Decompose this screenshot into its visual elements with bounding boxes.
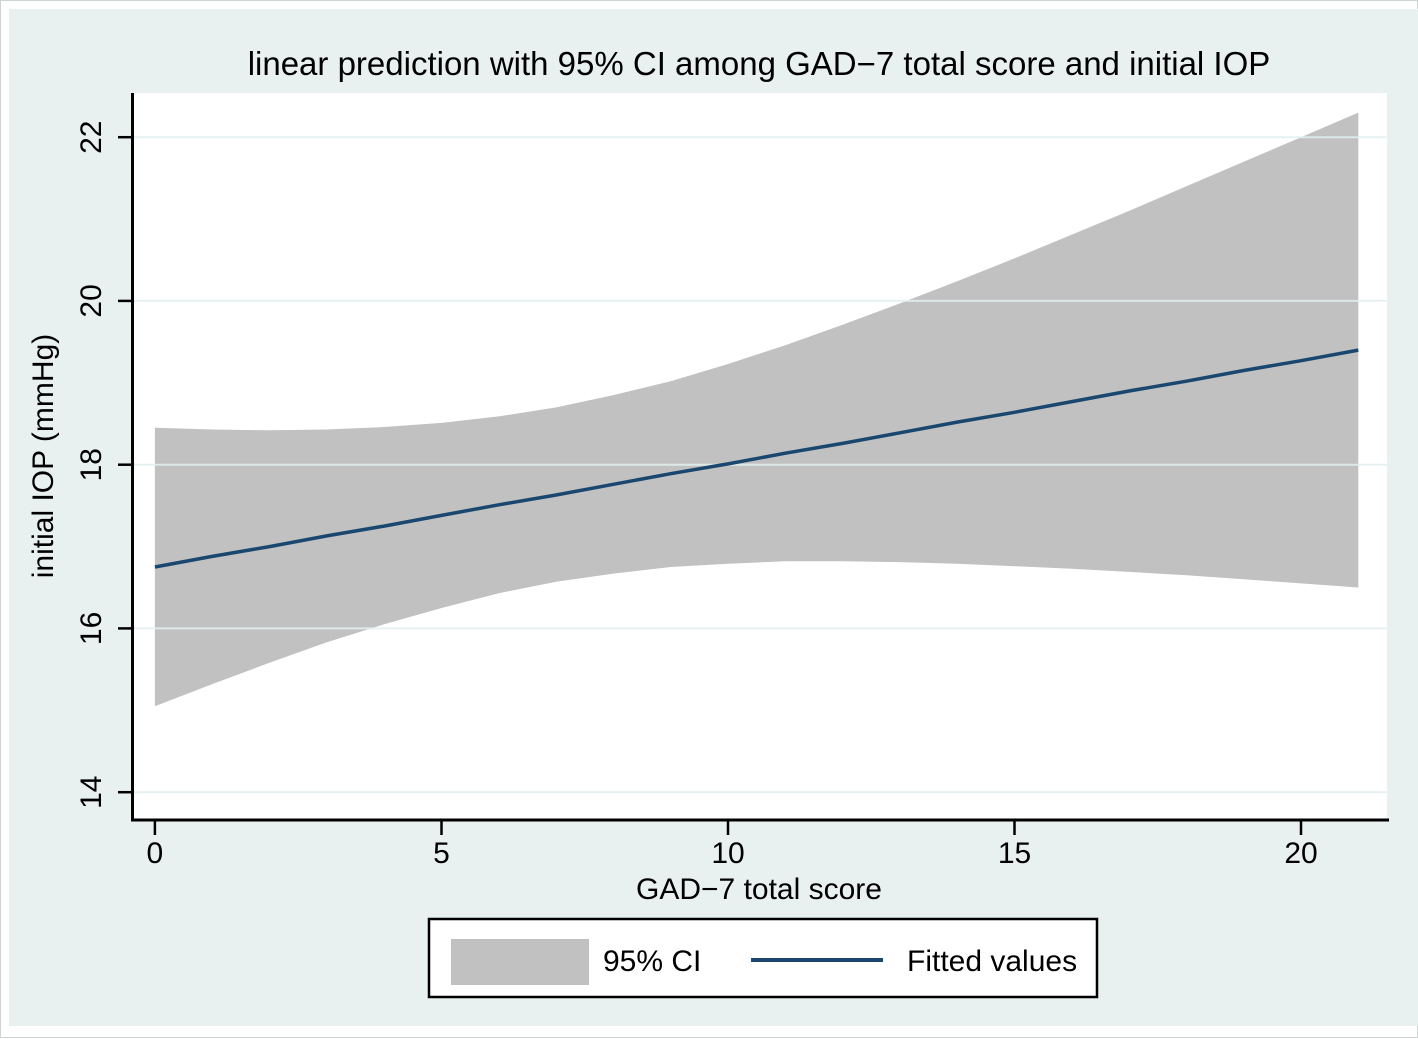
legend-label-ci: 95% CI xyxy=(603,945,701,978)
x-tick-label: 10 xyxy=(711,837,744,870)
y-tick-label: 14 xyxy=(75,776,108,809)
legend-label-fitted: Fitted values xyxy=(907,945,1077,978)
axes xyxy=(131,93,1389,822)
y-axis-label: initial IOP (mmHg) xyxy=(27,334,60,578)
gridlines xyxy=(132,136,1387,794)
tick-marks xyxy=(118,135,1303,835)
x-tick-label: 5 xyxy=(433,837,450,870)
chart-title: linear prediction with 95% CI among GAD−… xyxy=(248,45,1271,82)
fitted-line xyxy=(154,348,1359,569)
legend: 95% CI Fitted values xyxy=(427,917,1099,999)
ci-band xyxy=(154,112,1359,707)
x-tick-label: 20 xyxy=(1284,837,1317,870)
y-tick-label: 20 xyxy=(75,284,108,317)
y-tick-label: 22 xyxy=(75,121,108,154)
y-tick-label: 18 xyxy=(75,448,108,481)
x-axis-label: GAD−7 total score xyxy=(636,873,882,906)
y-tick-labels: 14 16 18 20 22 xyxy=(75,121,108,809)
x-tick-label: 15 xyxy=(998,837,1031,870)
x-tick-labels: 0 5 10 15 20 xyxy=(147,837,1318,870)
x-tick-label: 0 xyxy=(147,837,164,870)
ci-swatch-icon xyxy=(451,939,589,985)
y-tick-label: 16 xyxy=(75,612,108,645)
